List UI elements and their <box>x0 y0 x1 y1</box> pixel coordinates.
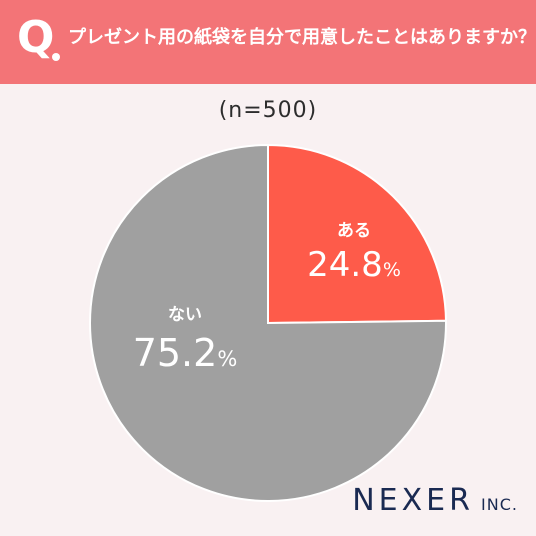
sample-size-label: (n=500) <box>218 98 318 123</box>
q-dot <box>52 53 60 61</box>
company-logo: NEXER INC. <box>352 483 518 518</box>
logo-sub-text: INC. <box>481 495 518 514</box>
slice-label-value: 24.8% <box>307 245 401 285</box>
slice-label-name: ある <box>337 221 371 241</box>
q-mark: Q <box>17 12 55 63</box>
question-header: Q プレゼント用の紙袋を自分で用意したことはありますか？ <box>0 0 536 84</box>
question-title: プレゼント用の紙袋を自分で用意したことはありますか？ <box>68 27 536 48</box>
pie-slice-no <box>89 143 447 502</box>
logo-main-text: NEXER <box>352 483 474 518</box>
pie-slice-yes <box>267 143 447 325</box>
slice-label-name: ない <box>168 305 202 325</box>
slice-label-value: 75.2% <box>133 331 238 375</box>
